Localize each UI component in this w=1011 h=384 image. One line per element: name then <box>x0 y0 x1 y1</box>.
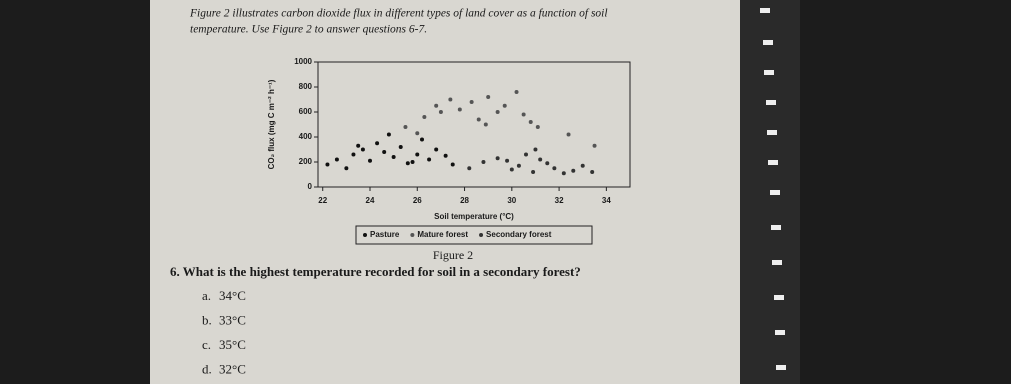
data-point <box>403 125 408 129</box>
data-point <box>457 107 462 112</box>
data-point <box>566 132 571 137</box>
x-tick-label: 22 <box>318 196 327 205</box>
data-point <box>561 171 566 176</box>
legend-marker <box>479 233 484 237</box>
intro-text: temperature. Use Figure 2 to answer ques… <box>190 24 427 36</box>
data-point <box>521 112 526 117</box>
data-point <box>486 95 491 99</box>
figure-caption: Figure 2 <box>433 248 473 262</box>
y-tick-label: 200 <box>299 157 313 166</box>
y-tick-label: 600 <box>299 107 313 116</box>
data-point <box>368 158 372 163</box>
data-point <box>415 152 420 157</box>
data-point <box>476 117 481 122</box>
data-point <box>434 103 439 108</box>
options: a. 34°C b. 33°C c. 35°C d. 32°C <box>202 288 246 377</box>
chart: 0 200 400 600 800 1000 22 24 26 28 30 32 34 Soil temp… <box>267 57 631 245</box>
data-point <box>571 168 576 173</box>
data-point <box>438 110 443 114</box>
legend-label: Mature forest <box>417 230 468 239</box>
data-point <box>514 90 519 94</box>
legend-marker <box>410 233 415 237</box>
data-point <box>495 110 500 114</box>
data-point <box>495 156 500 161</box>
data-point <box>391 155 396 159</box>
option-label: d. <box>202 361 212 376</box>
data-point <box>360 147 365 152</box>
data-point <box>516 163 521 168</box>
data-point <box>325 162 330 167</box>
data-point <box>375 141 380 146</box>
data-point <box>386 132 391 137</box>
data-point <box>443 153 448 158</box>
data-point <box>481 160 486 164</box>
y-tick-label: 800 <box>299 82 313 91</box>
data-point <box>502 103 507 108</box>
data-point <box>467 166 472 171</box>
option-label: b. <box>202 312 212 327</box>
binder-holes <box>760 8 786 370</box>
data-point <box>398 145 403 149</box>
x-tick-label: 32 <box>555 196 564 205</box>
data-point <box>448 97 453 102</box>
data-point <box>505 158 510 163</box>
legend-marker <box>363 233 367 237</box>
data-point <box>524 152 528 157</box>
data-point <box>580 163 585 168</box>
y-axis-label: CO₂ flux (mg C m⁻² h⁻¹) <box>267 79 276 169</box>
data-point <box>552 166 557 171</box>
paper <box>150 0 740 384</box>
data-point <box>509 167 514 172</box>
data-point <box>450 162 455 167</box>
x-tick-label: 34 <box>602 196 611 205</box>
data-point <box>410 160 415 164</box>
data-point <box>351 152 356 157</box>
x-tick-label: 24 <box>366 196 375 205</box>
data-point <box>415 131 420 136</box>
legend-label: Pasture <box>370 230 400 239</box>
plot-frame <box>317 61 631 188</box>
y-tick-label: 1000 <box>294 57 312 66</box>
option-text: 33°C <box>219 312 246 327</box>
data-point <box>533 147 538 152</box>
x-tick-label: 28 <box>460 196 469 205</box>
y-tick-label: 0 <box>308 182 313 191</box>
data-point <box>545 161 550 166</box>
data-point <box>422 115 427 119</box>
x-tick-label: 26 <box>413 196 422 205</box>
data-point <box>535 125 540 129</box>
option-label: a. <box>202 288 211 303</box>
option-text: 32°C <box>219 361 246 376</box>
data-point <box>420 137 424 142</box>
data-point <box>528 120 533 124</box>
intro-text: Figure 2 illustrates carbon dioxide flux… <box>189 8 608 20</box>
question: 6. What is the highest temperature recor… <box>170 264 581 279</box>
data-point <box>531 170 536 174</box>
data-point <box>538 157 543 162</box>
legend-box <box>355 225 593 245</box>
option-text: 34°C <box>219 288 246 303</box>
x-axis-label: Soil temperature (°C) <box>434 212 514 221</box>
legend-label: Secondary forest <box>486 230 552 239</box>
data-point <box>592 143 597 148</box>
data-point <box>590 170 595 174</box>
data-point <box>382 150 387 154</box>
option-text: 35°C <box>219 337 246 352</box>
data-point <box>405 161 410 166</box>
data-point <box>483 122 488 127</box>
data-point <box>469 100 474 104</box>
data-point <box>334 157 339 162</box>
data-point <box>427 157 432 162</box>
y-tick-label: 400 <box>299 132 313 141</box>
x-tick-label: 30 <box>507 196 516 205</box>
data-point <box>434 147 439 152</box>
data-point <box>356 143 361 148</box>
option-label: c. <box>202 337 211 352</box>
data-point <box>344 166 349 171</box>
